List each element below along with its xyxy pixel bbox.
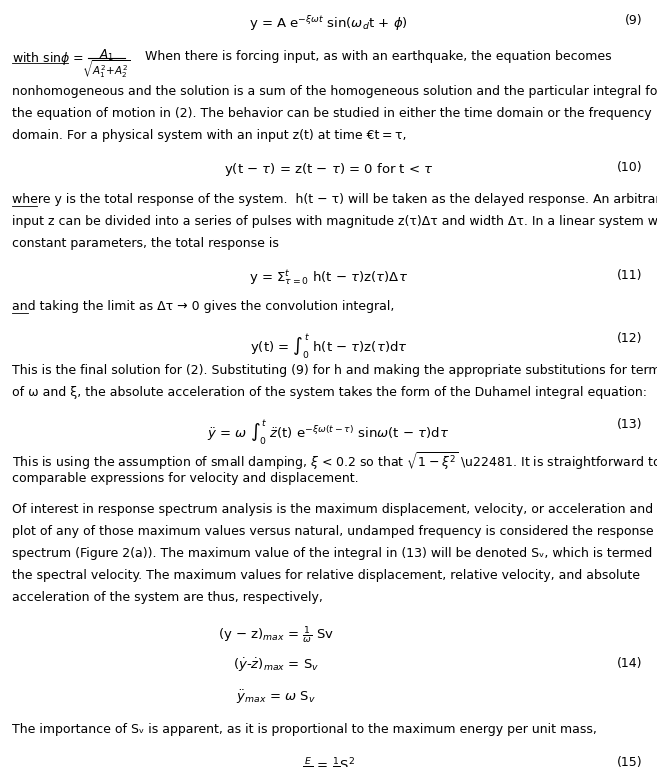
- Text: This is the final solution for (2). Substituting (9) for h and making the approp: This is the final solution for (2). Subs…: [12, 364, 657, 377]
- Text: (13): (13): [617, 419, 643, 431]
- Text: constant parameters, the total response is: constant parameters, the total response …: [12, 237, 279, 250]
- Text: (14): (14): [617, 657, 643, 670]
- Text: (12): (12): [617, 332, 643, 345]
- Text: domain. For a physical system with an input z(t) at time €t = τ,: domain. For a physical system with an in…: [12, 129, 406, 142]
- Text: $\frac{E}{m}$ = $\frac{1}{2}$S$_v^2$: $\frac{E}{m}$ = $\frac{1}{2}$S$_v^2$: [302, 756, 355, 767]
- Text: This is using the assumption of small damping, $\xi$ < 0.2 so that $\sqrt{1-\xi^: This is using the assumption of small da…: [12, 451, 657, 472]
- Text: (y $-$ z)$_{max}$ = $\frac{1}{\omega}$ Sv: (y $-$ z)$_{max}$ = $\frac{1}{\omega}$ S…: [217, 624, 334, 645]
- Text: (11): (11): [617, 269, 643, 282]
- Text: $A_1$: $A_1$: [99, 48, 114, 64]
- Text: input z can be divided into a series of pulses with magnitude z(τ)Δτ and width Δ: input z can be divided into a series of …: [12, 216, 657, 228]
- Text: When there is forcing input, as with an earthquake, the equation becomes: When there is forcing input, as with an …: [137, 50, 611, 63]
- Text: spectrum (Figure 2(a)). The maximum value of the integral in (13) will be denote: spectrum (Figure 2(a)). The maximum valu…: [12, 547, 652, 560]
- Text: the equation of motion in (2). The behavior can be studied in either the time do: the equation of motion in (2). The behav…: [12, 107, 652, 120]
- Text: $\sqrt{A_1^2\!+\!A_2^2}$: $\sqrt{A_1^2\!+\!A_2^2}$: [82, 58, 131, 80]
- Text: plot of any of those maximum values versus natural, undamped frequency is consid: plot of any of those maximum values vers…: [12, 525, 654, 538]
- Text: the spectral velocity. The maximum values for relative displacement, relative ve: the spectral velocity. The maximum value…: [12, 569, 640, 581]
- Text: y(t $-$ $\tau$) = z(t $-$ $\tau$) = 0 for t < $\tau$: y(t $-$ $\tau$) = z(t $-$ $\tau$) = 0 fo…: [223, 161, 434, 178]
- Text: of ω and ξ, the absolute acceleration of the system takes the form of the Duhame: of ω and ξ, the absolute acceleration of…: [12, 387, 647, 399]
- Text: with sin$\phi$ =: with sin$\phi$ =: [12, 50, 83, 67]
- Text: Of interest in response spectrum analysis is the maximum displacement, velocity,: Of interest in response spectrum analysi…: [12, 503, 657, 516]
- Text: (10): (10): [617, 161, 643, 174]
- Text: and taking the limit as Δτ → 0 gives the convolution integral,: and taking the limit as Δτ → 0 gives the…: [12, 300, 394, 313]
- Text: y = A e$^{-\xi\omega t}$ sin($\omega_d$t + $\phi$): y = A e$^{-\xi\omega t}$ sin($\omega_d$t…: [249, 14, 408, 33]
- Text: ($\dot{y}$-$\dot{z}$)$_{max}$ = S$_v$: ($\dot{y}$-$\dot{z}$)$_{max}$ = S$_v$: [233, 657, 319, 674]
- Text: nonhomogeneous and the solution is a sum of the homogeneous solution and the par: nonhomogeneous and the solution is a sum…: [12, 85, 657, 98]
- Text: acceleration of the system are thus, respectively,: acceleration of the system are thus, res…: [12, 591, 323, 604]
- Text: $\ddot{y}_{max}$ = $\omega$ S$_v$: $\ddot{y}_{max}$ = $\omega$ S$_v$: [236, 689, 316, 706]
- Text: comparable expressions for velocity and displacement.: comparable expressions for velocity and …: [12, 472, 359, 486]
- Text: (15): (15): [617, 756, 643, 767]
- Text: where y is the total response of the system.  h(t − τ) will be taken as the dela: where y is the total response of the sys…: [12, 193, 657, 206]
- Text: $\ddot{y}$ = $\omega$ $\int_0^t$ $\ddot{z}$(t) e$^{-\xi\omega(t-\tau)}$ sin$\ome: $\ddot{y}$ = $\omega$ $\int_0^t$ $\ddot{…: [208, 419, 449, 447]
- Text: y(t) = $\int_0^t$ h(t $-$ $\tau$)z($\tau$)d$\tau$: y(t) = $\int_0^t$ h(t $-$ $\tau$)z($\tau…: [250, 332, 407, 360]
- Text: y = $\Sigma_{\tau=0}^{t}$ h(t $-$ $\tau$)z($\tau$)$\Delta\tau$: y = $\Sigma_{\tau=0}^{t}$ h(t $-$ $\tau$…: [249, 269, 408, 288]
- Text: The importance of Sᵥ is apparent, as it is proportional to the maximum energy pe: The importance of Sᵥ is apparent, as it …: [12, 723, 597, 736]
- Text: (9): (9): [625, 14, 643, 27]
